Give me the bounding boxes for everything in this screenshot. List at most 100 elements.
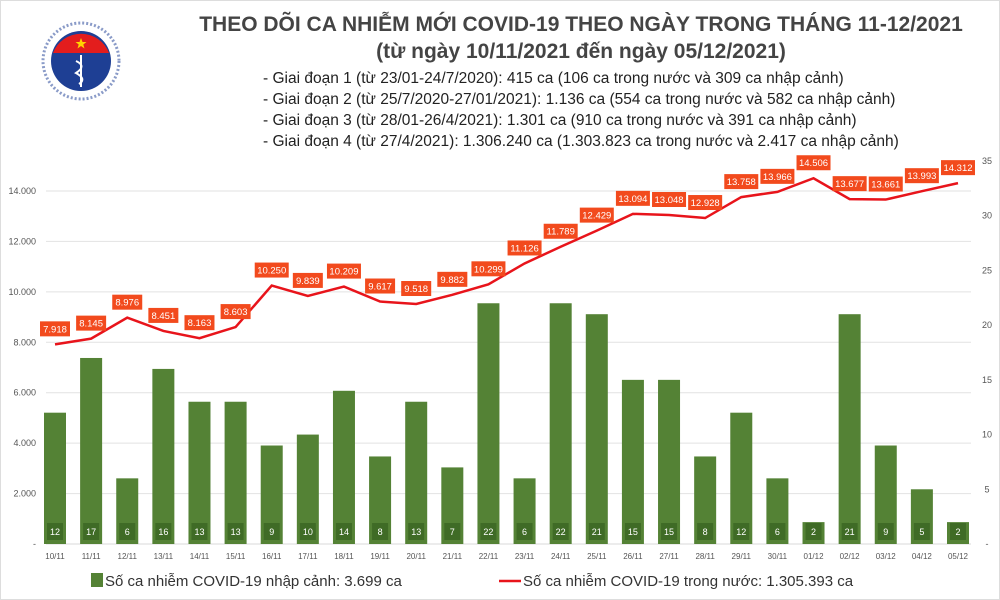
phase-note: - Giai đoạn 4 (từ 27/4/2021): 1.306.240 … (263, 133, 899, 150)
bar-label: 7 (450, 527, 455, 537)
bar (838, 314, 861, 544)
line-label: 13.966 (763, 172, 792, 183)
line-label: 14.506 (799, 158, 828, 169)
line-label-box (184, 315, 215, 331)
x-axis-tick: 26/11 (623, 552, 643, 561)
bar-label-box (950, 523, 966, 540)
bar-label-box (47, 523, 63, 540)
x-axis-tick: 10/11 (45, 552, 65, 561)
bar-label: 10 (303, 527, 313, 537)
line-label-box (437, 271, 468, 287)
line-label-box (76, 315, 107, 331)
x-axis-tick: 12/11 (118, 552, 138, 561)
x-axis-tick: 28/11 (695, 552, 715, 561)
left-axis-tick: - (33, 539, 36, 549)
bar-label: 6 (775, 527, 780, 537)
line-label: 8.451 (151, 311, 175, 322)
line-series (54, 176, 959, 346)
line-label: 13.677 (835, 179, 864, 190)
x-axis-tick: 14/11 (190, 552, 210, 561)
bar (152, 368, 175, 544)
line-label-box (507, 240, 542, 256)
phase-note: - Giai đoạn 3 (từ 28/01-26/4/2021): 1.30… (263, 112, 857, 129)
bar-label: 9 (883, 527, 888, 537)
line-label: 14.312 (943, 163, 972, 174)
bar (80, 357, 103, 544)
right-axis-tick: 5 (984, 484, 989, 494)
x-axis-tick: 11/11 (82, 552, 101, 561)
right-axis-tick: 10 (982, 430, 992, 440)
line-label: 13.094 (618, 194, 647, 205)
x-axis-tick: 23/11 (515, 552, 535, 561)
bar-label: 22 (556, 527, 566, 537)
x-axis-tick: 19/11 (370, 552, 390, 561)
bar (369, 456, 392, 544)
bar-label-box (661, 523, 678, 540)
line-label-box (220, 304, 251, 320)
bar (332, 390, 355, 544)
line-label-box (292, 272, 323, 288)
x-axis-tick: 29/11 (732, 552, 752, 561)
line-label: 10.209 (329, 267, 358, 278)
x-axis-tick: 24/11 (551, 552, 571, 561)
line-label: 12.429 (582, 211, 611, 222)
bar-label: 17 (86, 527, 96, 537)
bar-label-box (697, 523, 714, 540)
x-axis-tick: 16/11 (262, 552, 282, 561)
line-label-box (148, 307, 179, 323)
bar-label: 2 (811, 527, 816, 537)
line-label-box (471, 261, 506, 277)
right-axis-tick: 25 (982, 265, 992, 275)
bar (730, 412, 753, 544)
line-label: 7.918 (43, 324, 67, 335)
bar-label-box (733, 523, 750, 540)
x-axis-tick: 15/11 (226, 552, 246, 561)
line-label-box (904, 168, 939, 184)
bar (188, 401, 211, 544)
line-label: 12.928 (691, 198, 720, 209)
bar-label-box (299, 523, 316, 540)
left-axis-tick: 8.000 (13, 337, 36, 347)
line-label-box (543, 223, 578, 239)
line-label-box (724, 174, 759, 190)
x-axis-tick: 04/12 (912, 552, 933, 561)
bar-label: 16 (158, 527, 168, 537)
bar-label: 9 (269, 527, 274, 537)
line-label: 13.993 (907, 171, 936, 182)
line-label: 8.163 (188, 318, 212, 329)
right-axis-tick: 35 (982, 156, 992, 166)
bar-label: 12 (736, 527, 746, 537)
bar (260, 445, 283, 544)
line-label: 11.789 (547, 227, 575, 238)
bar-label-box (335, 523, 352, 540)
bar-label: 12 (50, 527, 60, 537)
bar-label: 15 (664, 527, 674, 537)
phase-note: - Giai đoạn 2 (từ 25/7/2020-27/01/2021):… (263, 91, 896, 108)
x-axis-tick: 22/11 (479, 552, 499, 561)
bar-label-box (119, 523, 136, 540)
line-label: 13.661 (871, 180, 900, 191)
line-label-box (401, 281, 432, 297)
left-axis-tick: 12.000 (8, 236, 36, 246)
bar-label: 6 (125, 527, 130, 537)
bar-label-box (913, 523, 930, 540)
line-label-box (796, 155, 831, 171)
bar-label: 22 (483, 527, 493, 537)
bar-label: 13 (194, 527, 204, 537)
bar-label-box (588, 523, 605, 540)
line-label: 9.518 (404, 284, 428, 295)
ministry-of-health-logo (41, 21, 121, 106)
x-axis-tick: 30/11 (768, 552, 788, 561)
bar-label-box (155, 523, 172, 540)
bar-label-box (227, 523, 244, 540)
left-axis-tick: 6.000 (13, 388, 36, 398)
bar (585, 314, 608, 544)
bar-label: 8 (378, 527, 383, 537)
left-axis-tick: 4.000 (13, 438, 36, 448)
legend-bar-label: Số ca nhiễm COVID-19 nhập cảnh: 3.699 ca (105, 573, 403, 590)
bar-label: 8 (703, 527, 708, 537)
line-label: 13.048 (655, 195, 684, 206)
line-label-box (615, 190, 650, 206)
bar-label-box (769, 523, 786, 540)
